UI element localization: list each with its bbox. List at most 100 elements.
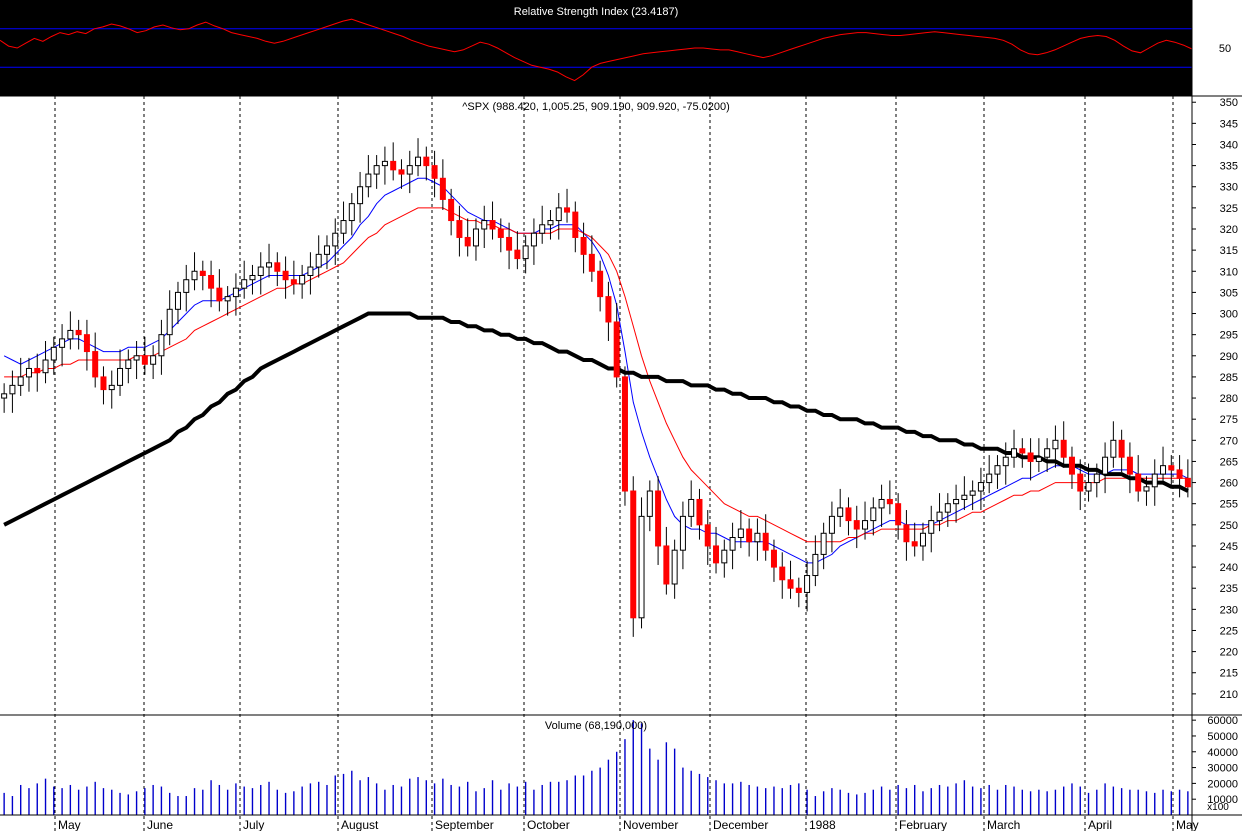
candle xyxy=(448,188,455,236)
candle-body xyxy=(415,156,422,167)
candle xyxy=(1176,455,1183,498)
month-label: March xyxy=(987,818,1020,831)
month-label: July xyxy=(243,818,264,831)
moving-average-3 xyxy=(3,311,1189,527)
candle xyxy=(986,455,993,494)
candle xyxy=(249,264,256,295)
candle-body xyxy=(605,296,612,323)
candle-body xyxy=(1126,456,1133,475)
candle xyxy=(737,510,744,549)
volume-unit-label: x100 xyxy=(1207,802,1229,813)
candle xyxy=(522,235,529,274)
candle-body xyxy=(845,507,852,522)
candle xyxy=(340,201,347,244)
candle-body xyxy=(199,270,206,276)
candle xyxy=(199,260,206,291)
volume-tick-label: 30000 xyxy=(1207,763,1238,775)
candle xyxy=(564,188,571,223)
candle-body xyxy=(174,291,181,310)
volume-tick-label: 60000 xyxy=(1207,715,1238,727)
candle-body xyxy=(150,355,157,365)
price-tick-label: 215 xyxy=(1220,668,1238,680)
month-label: April xyxy=(1088,818,1112,831)
candle-body xyxy=(299,274,306,285)
candle-body xyxy=(878,498,885,509)
candle-body xyxy=(257,266,264,276)
candle-body xyxy=(481,220,488,230)
price-tick-label: 335 xyxy=(1220,161,1238,173)
candle xyxy=(812,535,819,587)
candle-body xyxy=(34,367,41,374)
candle-body xyxy=(92,351,99,378)
candle-body xyxy=(398,169,405,175)
candle-body xyxy=(870,507,877,522)
candle xyxy=(795,577,802,608)
candle-body xyxy=(1002,456,1009,467)
candle-body xyxy=(729,537,736,551)
candle xyxy=(174,281,181,325)
candle-body xyxy=(274,262,281,272)
candle-body xyxy=(994,465,1001,475)
candle xyxy=(497,218,504,253)
candle xyxy=(42,340,49,384)
candle xyxy=(1184,459,1191,498)
candle-body xyxy=(9,384,16,395)
price-tick-label: 340 xyxy=(1220,139,1238,151)
candle-body xyxy=(713,545,720,564)
candle-body xyxy=(1093,473,1100,484)
candle-body xyxy=(307,266,314,276)
candle xyxy=(977,467,984,511)
candle xyxy=(597,260,604,312)
candle-body xyxy=(1160,465,1167,475)
rsi-panel xyxy=(0,18,1193,82)
candle xyxy=(804,560,811,612)
candle-body xyxy=(332,232,339,247)
candle xyxy=(216,269,223,312)
candle-body xyxy=(903,524,910,543)
candle-body xyxy=(630,490,637,619)
candle xyxy=(746,518,753,557)
candle xyxy=(489,201,496,240)
candle xyxy=(439,159,446,210)
candle-body xyxy=(1110,439,1117,458)
price-tick-label: 265 xyxy=(1220,456,1238,468)
candle xyxy=(605,281,612,341)
price-tick-label: 325 xyxy=(1220,203,1238,215)
candle-body xyxy=(862,520,869,530)
candle xyxy=(59,324,66,367)
candle-body xyxy=(547,220,554,226)
candle xyxy=(928,505,935,553)
candle-body xyxy=(530,232,537,247)
candle-body xyxy=(638,515,645,619)
volume-tick-label: 50000 xyxy=(1207,731,1238,743)
candle-body xyxy=(737,528,744,539)
candle xyxy=(770,539,777,582)
candle xyxy=(232,273,239,316)
candle xyxy=(1068,446,1075,489)
candle xyxy=(1110,421,1117,468)
price-tick-label: 260 xyxy=(1220,478,1238,490)
candle-body xyxy=(804,575,811,593)
candle-body xyxy=(1184,477,1191,488)
candle xyxy=(406,150,413,194)
candle-body xyxy=(679,515,686,551)
candle-body xyxy=(348,203,355,222)
month-label: November xyxy=(623,818,678,831)
candle xyxy=(638,497,645,629)
month-label: June xyxy=(147,818,173,831)
candle-body xyxy=(1151,473,1158,488)
candle xyxy=(150,345,157,380)
candle xyxy=(1151,459,1158,506)
candle-body xyxy=(1019,448,1026,454)
candle-body xyxy=(787,579,794,589)
candle xyxy=(1044,438,1051,473)
candle-body xyxy=(588,253,595,272)
price-tick-label: 250 xyxy=(1220,520,1238,532)
candle-body xyxy=(961,494,968,500)
candle xyxy=(83,319,90,371)
candle xyxy=(539,205,546,244)
month-label: May xyxy=(1176,818,1199,831)
candle-body xyxy=(42,359,49,374)
candle xyxy=(1102,442,1109,494)
candle-body xyxy=(895,503,902,526)
